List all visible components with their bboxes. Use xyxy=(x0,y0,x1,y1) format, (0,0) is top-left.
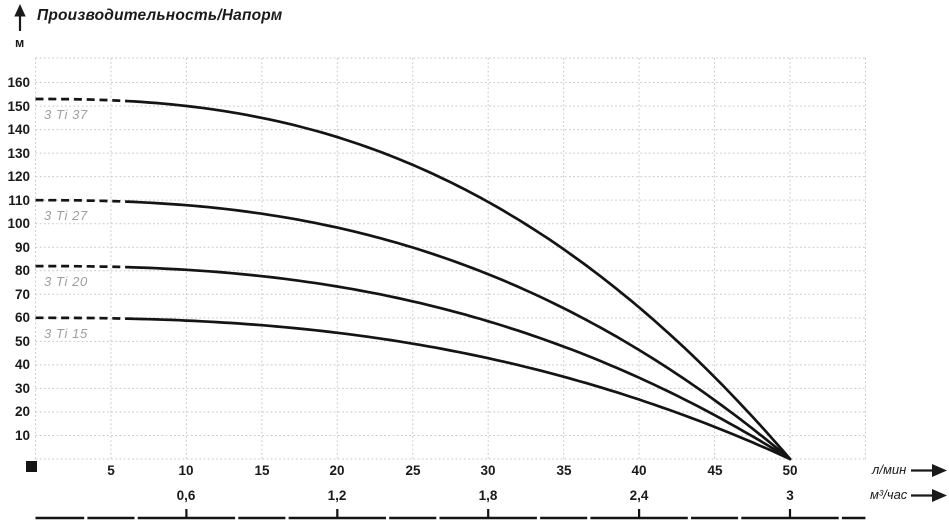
curve-label-3-ti-20: 3 Ti 20 xyxy=(44,274,88,289)
x-axis-lmin-tick-35: 35 xyxy=(556,463,572,478)
x-axis-lmin-tick-15: 15 xyxy=(254,463,270,478)
y-axis-tick-10: 10 xyxy=(14,428,30,443)
y-axis-tick-110: 110 xyxy=(8,193,30,208)
y-axis-tick-160: 160 xyxy=(7,75,30,90)
x-axis-lmin-tick-50: 50 xyxy=(782,463,798,478)
curve-label-3-ti-15: 3 Ti 15 xyxy=(44,326,88,341)
x-axis-lmin-arrow-icon xyxy=(911,464,947,477)
x-axis-m3h-tick-1,8: 1,8 xyxy=(478,488,498,503)
y-axis-tick-50: 50 xyxy=(14,334,30,349)
x-axis-lmin-tick-5: 5 xyxy=(107,463,115,478)
y-axis-tick-80: 80 xyxy=(14,263,30,278)
y-axis-tick-100: 100 xyxy=(7,216,30,231)
x-axis-m3h-tick-1,2: 1,2 xyxy=(327,488,347,503)
y-axis-tick-40: 40 xyxy=(14,357,30,372)
grid-lines xyxy=(35,57,866,460)
y-axis-tick-30: 30 xyxy=(14,381,30,396)
y-axis-tick-150: 150 xyxy=(7,99,30,114)
x-axis-m3h-tick-0,6: 0,6 xyxy=(176,488,196,503)
x-axis-lmin-tick-40: 40 xyxy=(631,463,647,478)
y-axis-tick-70: 70 xyxy=(14,287,30,302)
m3h-scale-ruler xyxy=(35,509,866,521)
y-axis-tick-140: 140 xyxy=(7,122,30,137)
y-axis-arrow-icon xyxy=(14,4,26,31)
origin-marker xyxy=(26,461,37,472)
x-axis-lmin-tick-20: 20 xyxy=(329,463,345,478)
y-axis-tick-90: 90 xyxy=(14,240,30,255)
y-axis-tick-20: 20 xyxy=(14,404,30,419)
x-axis-m3h-tick-2,4: 2,4 xyxy=(629,488,649,503)
x-axis-lmin-tick-25: 25 xyxy=(405,463,421,478)
curve-label-3-ti-37: 3 Ti 37 xyxy=(44,107,88,122)
y-axis-unit-label: м xyxy=(15,36,25,50)
x-axis-lmin-tick-45: 45 xyxy=(707,463,723,478)
chart-title: Производительность/Напорм xyxy=(37,7,283,24)
x-axis-lmin-tick-30: 30 xyxy=(480,463,496,478)
pump-curves xyxy=(35,97,792,461)
curve-label-3-ti-27: 3 Ti 27 xyxy=(44,208,88,223)
x-axis-m3h-arrow-icon xyxy=(911,489,947,502)
x-axis-lmin-unit-label: л/мин xyxy=(872,462,907,477)
x-axis-lmin-tick-10: 10 xyxy=(178,463,194,478)
y-axis-tick-130: 130 xyxy=(7,146,30,161)
x-axis-m3h-tick-3: 3 xyxy=(786,488,794,503)
y-axis-tick-60: 60 xyxy=(14,310,30,325)
x-axis-m3h-unit-label: м³/час xyxy=(870,487,908,502)
y-axis-tick-120: 120 xyxy=(7,169,30,184)
